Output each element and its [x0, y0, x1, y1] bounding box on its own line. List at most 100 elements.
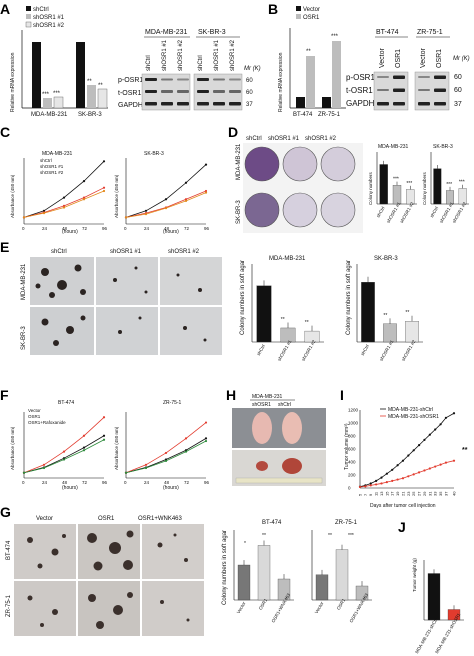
- data-point: [452, 459, 456, 462]
- bar: [433, 168, 442, 205]
- sig-star: **: [281, 317, 285, 323]
- panel-j-tumor-weight: Tumor weight (g) ***: [412, 558, 456, 624]
- panel-letter-i: I: [340, 387, 344, 403]
- sig-star: ***: [393, 177, 399, 183]
- data-point: [412, 473, 415, 476]
- column-label: OSR1: [98, 516, 115, 522]
- chart-title: ZR-75-1: [335, 520, 358, 526]
- series-line: [23, 416, 105, 474]
- bar: [53, 96, 64, 109]
- x-tick-label: 25: [411, 491, 416, 496]
- x-tick-label: 48: [164, 480, 170, 485]
- panel-d-colony-plates: shCtrl shOSR1 #1 shOSR1 #2 MDA-MB-231 SK…: [236, 136, 363, 233]
- data-point: [184, 450, 188, 453]
- x-tick-label: 48: [62, 226, 68, 231]
- row-label: SK-BR-3: [236, 200, 242, 224]
- row-label: SK-BR-3: [21, 326, 27, 350]
- mouse-photo: [232, 408, 326, 448]
- lane-label: Vector: [379, 47, 386, 68]
- bar: [76, 42, 85, 108]
- group-label: ZR-75-1: [318, 112, 341, 118]
- data-point: [102, 186, 106, 189]
- data-point: [369, 482, 372, 485]
- column-label: shCtrl: [246, 136, 262, 142]
- legend-entry: Vector: [28, 408, 41, 413]
- x-tick-label: 0: [22, 226, 25, 231]
- bar: [256, 285, 272, 343]
- colony-plate: [282, 192, 318, 228]
- panel-i-tumor-growth: MDA-MB-231-shCtrl MDA-MB-231-shOSR1 Tumo…: [344, 407, 468, 509]
- y-tick-label: 800: [348, 434, 356, 439]
- bar: [379, 164, 388, 205]
- sig-star: ***: [331, 34, 339, 40]
- x-tick-label: 96: [204, 480, 210, 485]
- blot-cell-line: BT-474: [376, 29, 399, 36]
- data-point: [444, 461, 448, 464]
- x-axis-label: (hours): [62, 485, 78, 491]
- bar: [322, 97, 331, 108]
- data-point: [428, 433, 431, 436]
- x-tick-label: shCtrl: [256, 344, 266, 357]
- y-tick-label: 600: [348, 447, 356, 452]
- blot-row-label: GAPDH: [346, 99, 375, 108]
- y-axis-label: Absorbance (450 nm): [10, 174, 15, 218]
- legend-shosr1-2: shOSR1 #2: [33, 23, 65, 29]
- micrograph: [30, 307, 94, 355]
- data-point: [144, 466, 148, 470]
- x-tick-label: 35: [438, 491, 443, 496]
- blot-row-label: GAPDH: [118, 102, 143, 109]
- data-point: [184, 181, 188, 184]
- photo-label: shOSR1: [252, 402, 271, 408]
- data-point: [204, 437, 208, 440]
- x-tick-label: 37: [443, 491, 448, 496]
- bar: [405, 321, 419, 343]
- column-label: shOSR1 #1: [268, 136, 300, 142]
- data-point: [407, 475, 410, 478]
- x-tick-label: 96: [102, 480, 108, 485]
- legend-swatch-shctrl: [26, 6, 31, 11]
- lane-label: shCtrl: [146, 55, 152, 71]
- x-tick-label: 72: [184, 480, 190, 485]
- data-point: [42, 209, 46, 212]
- chart-title: SK-BR-3: [144, 151, 164, 157]
- sig-star: **: [405, 310, 409, 316]
- data-point: [62, 196, 66, 199]
- x-tick-label: 0: [22, 480, 25, 485]
- bar: [306, 56, 315, 108]
- legend-entry: MDA-MB-231-shOSR1: [388, 414, 439, 420]
- panel-letter-h: H: [226, 387, 236, 403]
- lane-label: shOSR1 #1: [214, 39, 220, 71]
- data-point: [164, 459, 168, 462]
- chart-title: MDA-MB-231: [378, 144, 409, 150]
- marker: 60: [246, 90, 253, 96]
- x-tick-label: 40: [452, 491, 457, 496]
- data-point: [385, 481, 388, 484]
- data-point: [62, 206, 66, 209]
- blot-row-label: p-OSR1: [118, 77, 143, 84]
- micrograph: [160, 307, 222, 355]
- data-point: [391, 468, 394, 471]
- panel-e-bar-chart-1: MDA-MB-231 Colony numbers in soft agar: [240, 256, 306, 335]
- data-point: [184, 437, 188, 440]
- lane-label: shOSR1 #1: [162, 39, 168, 71]
- bar: [257, 545, 271, 601]
- legend-swatch-shosr1-2: [25, 21, 32, 28]
- panel-letter-f: F: [0, 387, 9, 403]
- x-tick-label: Vector: [314, 600, 325, 614]
- legend-shctrl: shCtrl: [33, 7, 49, 13]
- micrograph: [78, 581, 140, 636]
- series-line: [23, 161, 105, 218]
- data-point: [396, 478, 399, 481]
- lane-label: shOSR1 #2: [178, 39, 184, 71]
- y-axis-label: Tumor volume (mm³): [344, 423, 350, 470]
- micrograph: [142, 581, 204, 636]
- x-tick-label: 48: [62, 480, 68, 485]
- y-tick-label: 400: [348, 460, 356, 465]
- blot-cell-line: MDA-MB-231: [145, 29, 188, 36]
- data-point: [124, 216, 128, 219]
- sig-star: ***: [459, 180, 465, 186]
- sig-star: **: [98, 83, 103, 89]
- column-label: OSR1+WNK463: [138, 516, 183, 522]
- data-point: [164, 207, 168, 210]
- bar: [427, 573, 441, 621]
